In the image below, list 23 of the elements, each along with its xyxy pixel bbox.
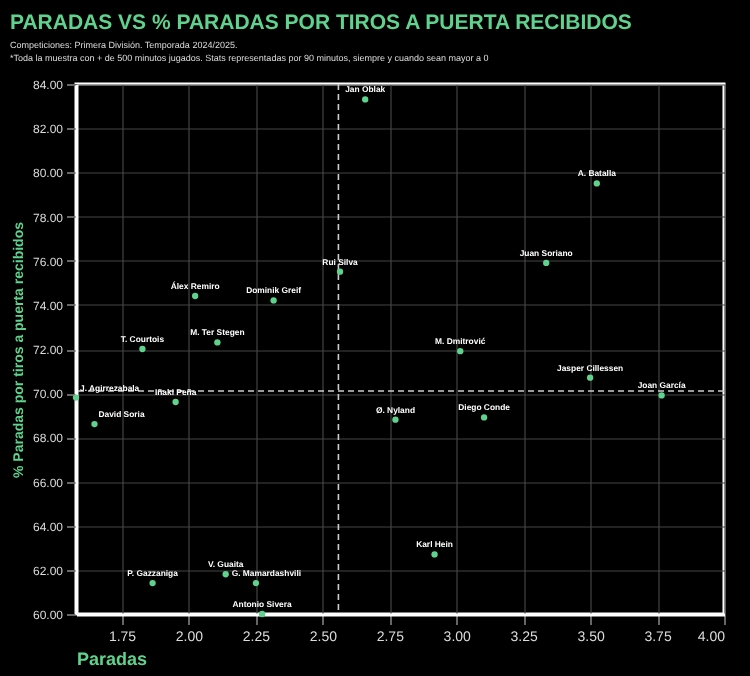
point <box>480 414 488 421</box>
point <box>336 268 344 275</box>
point <box>431 551 438 558</box>
point <box>252 579 260 587</box>
point <box>392 416 399 423</box>
point <box>593 180 600 187</box>
point <box>258 610 266 618</box>
point <box>91 420 98 428</box>
chart-title: PARADAS VS % PARADAS POR TIROS A PUERTA RECIBIDOS <box>9 11 632 35</box>
point <box>139 345 146 353</box>
point <box>362 96 369 103</box>
point <box>586 374 594 381</box>
point <box>192 292 199 300</box>
point <box>172 398 179 406</box>
point <box>658 392 665 399</box>
point <box>72 394 80 401</box>
point <box>214 339 221 346</box>
point <box>457 348 464 355</box>
point <box>222 571 229 578</box>
point <box>149 579 156 587</box>
point <box>270 297 277 304</box>
point <box>543 259 550 267</box>
x-axis-title: Paradas <box>77 649 148 669</box>
